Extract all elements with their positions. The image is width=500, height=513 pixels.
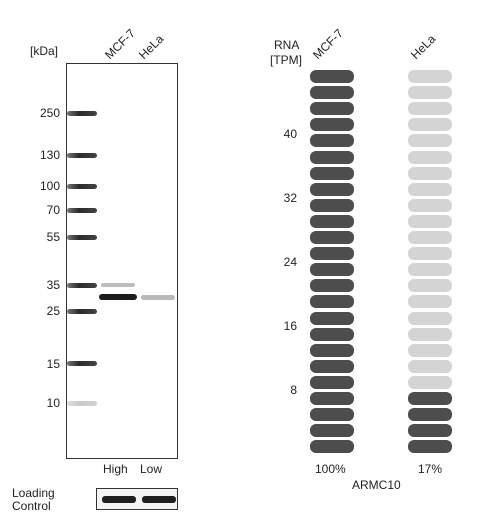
expression-high: High — [103, 462, 128, 476]
rna-cell — [310, 118, 354, 132]
rna-cell — [310, 198, 354, 212]
rna-percent-mcf7: 100% — [315, 462, 346, 476]
blot-lane-label-mcf7: MCF-7 — [102, 26, 138, 63]
marker-label-25: 25 — [46, 304, 60, 318]
loading-band-hela — [142, 496, 176, 503]
ladder-band-70 — [67, 208, 97, 213]
rna-cell — [408, 70, 452, 83]
rna-cell — [310, 263, 354, 277]
rna-percent-hela: 17% — [418, 462, 443, 476]
marker-label-55: 55 — [46, 230, 60, 244]
tpm-tick-16: 16 — [283, 319, 297, 333]
loading-band-mcf7 — [102, 496, 136, 503]
rna-cell — [408, 392, 452, 405]
gene-name: ARMC10 — [352, 478, 401, 492]
rna-cell — [310, 102, 354, 116]
rna-cell — [310, 359, 354, 373]
marker-label-130: 130 — [39, 148, 60, 162]
rna-cell — [408, 166, 452, 180]
marker-label-10: 10 — [46, 396, 60, 410]
band-mcf7-main — [99, 294, 137, 300]
marker-label-15: 15 — [46, 357, 60, 371]
rna-cell — [310, 231, 354, 244]
loading-control-strip — [96, 488, 178, 510]
rna-cell — [408, 214, 452, 228]
rna-cell — [310, 247, 354, 261]
rna-cell — [408, 134, 452, 148]
band-mcf7-upper — [101, 283, 135, 287]
rna-cell — [310, 327, 354, 341]
ladder-band-15 — [67, 361, 97, 366]
rna-header-line2: [TPM] — [270, 53, 302, 67]
rna-cell — [408, 375, 452, 389]
rna-cell — [408, 440, 452, 454]
ladder-band-55 — [67, 235, 97, 240]
rna-header-line1: RNA — [274, 38, 300, 52]
rna-cell — [408, 295, 452, 309]
rna-cell — [408, 327, 452, 341]
tpm-tick-40: 40 — [283, 127, 297, 141]
marker-label-100: 100 — [39, 179, 60, 193]
rna-cell — [408, 408, 452, 422]
rna-cell — [310, 70, 354, 83]
rna-cell — [408, 279, 452, 293]
ladder-band-25 — [67, 309, 97, 314]
rna-lane-hela — [408, 0, 452, 513]
rna-cell — [310, 279, 354, 293]
rna-cell — [310, 150, 354, 164]
rna-cell — [310, 424, 354, 438]
rna-cell — [310, 311, 354, 325]
rna-cell — [408, 231, 452, 244]
rna-cell — [408, 359, 452, 373]
marker-label-70: 70 — [46, 203, 60, 217]
tpm-tick-8: 8 — [290, 383, 297, 397]
blot-lane-label-hela: HeLa — [136, 31, 167, 62]
loading-control-line1: Loading — [12, 486, 55, 500]
rna-cell — [408, 118, 452, 132]
rna-cell — [310, 214, 354, 228]
rna-cell — [310, 440, 354, 454]
rna-cell — [408, 247, 452, 261]
rna-cell — [310, 408, 354, 422]
rna-cell — [408, 263, 452, 277]
kda-label: [kDa] — [30, 44, 59, 58]
ladder-band-130 — [67, 153, 97, 158]
rna-cell — [408, 311, 452, 325]
band-hela-main — [141, 295, 175, 300]
rna-cell — [408, 424, 452, 438]
rna-cell — [310, 86, 354, 100]
marker-label-250: 250 — [39, 106, 60, 120]
loading-control-line2: Control — [12, 499, 51, 513]
rna-cell — [310, 392, 354, 405]
rna-cell — [408, 182, 452, 196]
rna-cell — [310, 134, 354, 148]
rna-cell — [310, 166, 354, 180]
rna-cell — [310, 343, 354, 357]
rna-cell — [408, 343, 452, 357]
tpm-tick-32: 32 — [283, 191, 297, 205]
rna-lane-mcf7 — [310, 0, 354, 513]
marker-label-35: 35 — [46, 278, 60, 292]
rna-cell — [408, 198, 452, 212]
ladder-band-250 — [67, 111, 97, 116]
rna-cell — [310, 182, 354, 196]
ladder-band-10 — [67, 401, 97, 406]
rna-cell — [408, 150, 452, 164]
rna-cell — [310, 375, 354, 389]
blot-membrane — [66, 63, 178, 459]
tpm-tick-24: 24 — [283, 255, 297, 269]
rna-cell — [310, 295, 354, 309]
rna-cell — [408, 86, 452, 100]
rna-cell — [408, 102, 452, 116]
ladder-band-100 — [67, 184, 97, 189]
expression-low: Low — [140, 462, 163, 476]
ladder-band-35 — [67, 283, 97, 288]
